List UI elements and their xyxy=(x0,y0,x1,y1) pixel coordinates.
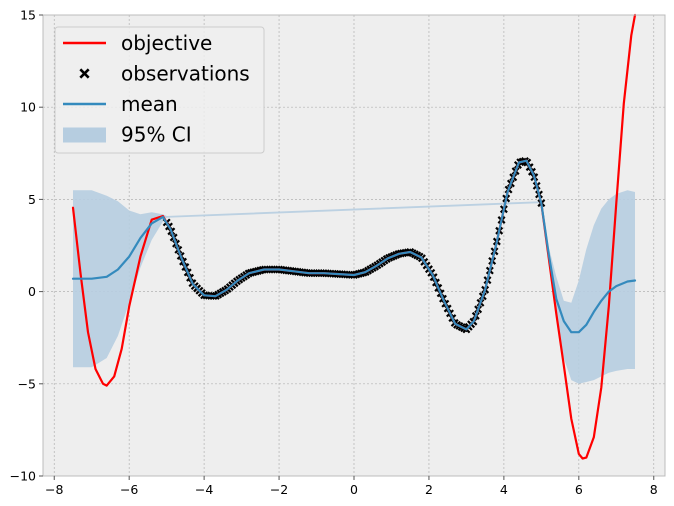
x-tick-label: −8 xyxy=(45,482,63,497)
x-tick-label: 0 xyxy=(350,482,358,497)
x-tick-label: −4 xyxy=(195,482,213,497)
x-tick-label: 4 xyxy=(500,482,508,497)
y-tick-label: −10 xyxy=(10,469,36,484)
legend-box xyxy=(54,26,265,154)
x-tick-label: 8 xyxy=(650,482,658,497)
ci-band xyxy=(73,190,635,384)
x-tick-label: 2 xyxy=(425,482,433,497)
legend-label: mean xyxy=(121,92,178,116)
x-tick-label: −2 xyxy=(270,482,288,497)
y-tick-label: 10 xyxy=(20,100,36,115)
y-tick-label: 0 xyxy=(28,284,36,299)
mean-line xyxy=(71,159,637,334)
legend-label: observations xyxy=(121,62,250,86)
ci-band-layer xyxy=(73,190,635,384)
x-tick-label: 6 xyxy=(575,482,583,497)
legend-patch-swatch xyxy=(63,127,106,143)
legend-label: 95% CI xyxy=(121,123,192,147)
y-tick-label: 15 xyxy=(20,8,36,23)
legend-label: objective xyxy=(121,31,212,55)
lines-layer xyxy=(71,13,637,460)
x-tick-label: −6 xyxy=(120,482,138,497)
legend: objective observations mean 95% CI xyxy=(54,26,265,154)
legend-marker-swatch xyxy=(79,68,90,79)
y-tick-label: 5 xyxy=(28,192,36,207)
tick-labels: −8 −6 −4 −2 0 2 4 6 8 −10 −5 0 5 10 15 xyxy=(10,8,658,498)
y-tick-label: −5 xyxy=(18,376,36,391)
